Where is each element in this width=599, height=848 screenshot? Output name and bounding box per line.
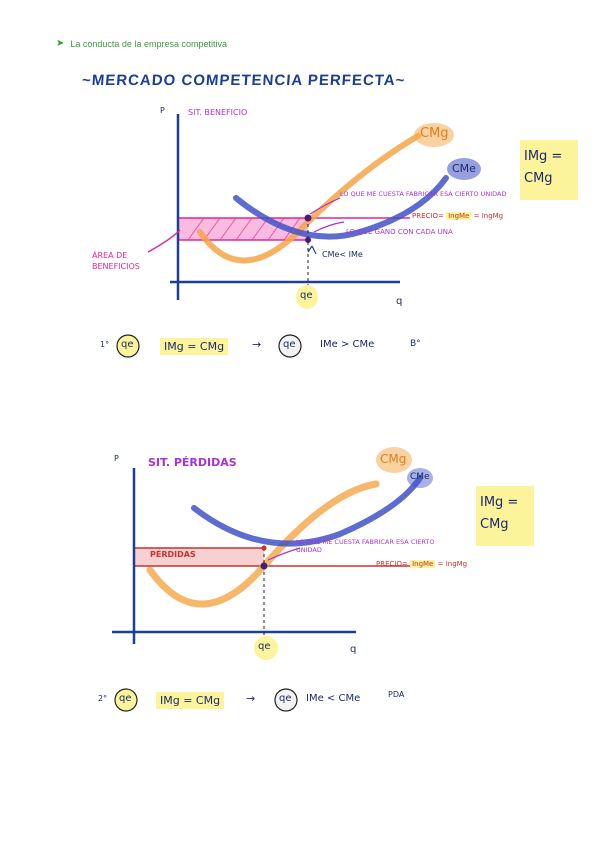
img-cmg-box-2: IMg = CMg: [480, 492, 518, 536]
cmg-label-1: CMg: [420, 126, 449, 141]
q-axis-label-1: q: [396, 296, 403, 307]
cme-curve-2: [191, 475, 423, 547]
eq2-qe-circle: [114, 688, 138, 712]
eq1-result: B°: [410, 339, 421, 349]
p-axis-label-2: P: [114, 454, 119, 463]
price-note-hl-2: IngMe: [410, 560, 436, 568]
box1-line-2: CMg: [524, 171, 553, 186]
eq2-arrow: →: [246, 692, 256, 705]
price-note-hl-1: IngMe: [446, 212, 472, 220]
img-cmg-box-bg-2: [476, 486, 534, 546]
situation-label-1: SIT. BENEFICIO: [188, 108, 248, 117]
cme-label-2: CMe: [410, 472, 430, 482]
loss-area-label: PÉRDIDAS: [150, 550, 196, 559]
gain-note-1: LO QUE GANO CON CADA UNA: [346, 228, 453, 236]
box2-line-2: CMg: [480, 517, 509, 532]
price-note-prefix-1: PRECIO=: [412, 212, 444, 220]
cmg-label-2: CMg: [380, 452, 407, 466]
img-cmg-box-bg-1: [520, 140, 578, 200]
cme-point-2: [261, 545, 267, 551]
cost-note-2: LO QUE ME CUESTA FABRICAR ESA CIERTO UNI…: [296, 538, 435, 554]
profit-area-label: ÁREA DE BENEFICIOS: [92, 251, 140, 271]
eq1-number: 1°: [100, 340, 110, 349]
eq2-result: PDA: [388, 690, 405, 699]
area-pointer: [147, 229, 181, 253]
eq2-qe: qe: [119, 693, 132, 704]
eq2-number: 2°: [98, 694, 108, 703]
box1-line-1: IMg =: [524, 149, 563, 164]
eq2-qe2-circle: [274, 688, 298, 712]
cost-pointer-2: [267, 547, 301, 561]
cost-pointer-1: [309, 197, 341, 215]
price-note-prefix-2: PRECIO=: [376, 560, 408, 568]
eq1-qe-circle: [116, 334, 140, 358]
cme-curve-1: [233, 175, 449, 240]
eq1-qe2: qe: [283, 339, 296, 350]
equilibrium-point-1: [304, 214, 312, 222]
eq2-qe2: qe: [279, 693, 292, 704]
loss-area: [134, 548, 264, 566]
price-note-2: PRECIO= IngMe = IngMg: [376, 560, 467, 568]
qe-label-1: qe: [300, 290, 313, 301]
cme-lt-ime-label: CMe< IMe: [322, 250, 363, 259]
price-note-suffix-1: = IngMg: [473, 212, 504, 220]
eq1-condition: IMe > CMe: [320, 339, 375, 350]
cmg-label-bg-2: [376, 447, 412, 473]
price-note-1: PRECIO= IngMe = IngMg: [412, 212, 503, 220]
p-axis-label-1: P: [160, 106, 165, 115]
eq1-qe: qe: [121, 339, 134, 350]
cme-point-1: [305, 237, 311, 243]
eq2-condition: IMe < CMe: [306, 693, 361, 704]
qe-highlight-2: [254, 636, 278, 660]
cme-label-bg-1: [447, 158, 481, 180]
eq2-equation: IMg = CMg: [156, 692, 225, 709]
cme-lt-arrow: [307, 245, 317, 255]
cme-label-bg-2: [407, 468, 433, 488]
qe-highlight-1: [296, 285, 318, 309]
eq1-arrow: →: [252, 338, 262, 351]
section-header-text: La conducta de la empresa competitiva: [70, 38, 227, 49]
box2-line-1: IMg =: [480, 495, 519, 510]
qe-label-2: qe: [258, 641, 271, 652]
q-axis-label-2: q: [350, 644, 357, 655]
eq1-equation: IMg = CMg: [160, 338, 229, 355]
cost-note-1: LO QUE ME CUESTA FABRICAR ESA CIERTO UNI…: [340, 190, 507, 198]
section-header: ➤ La conducta de la empresa competitiva: [56, 38, 227, 49]
eq1-qe2-circle: [278, 334, 302, 358]
cme-label-1: CMe: [452, 162, 476, 175]
gain-pointer-1: [313, 221, 345, 233]
img-cmg-box-1: IMg = CMg: [524, 146, 562, 190]
arrowhead-bullet-icon: ➤: [56, 38, 65, 49]
equilibrium-point-2: [260, 562, 268, 570]
situation-label-2: SIT. PÉRDIDAS: [148, 456, 237, 469]
cmg-label-bg-1: [414, 123, 454, 147]
price-note-suffix-2: = IngMg: [437, 560, 468, 568]
